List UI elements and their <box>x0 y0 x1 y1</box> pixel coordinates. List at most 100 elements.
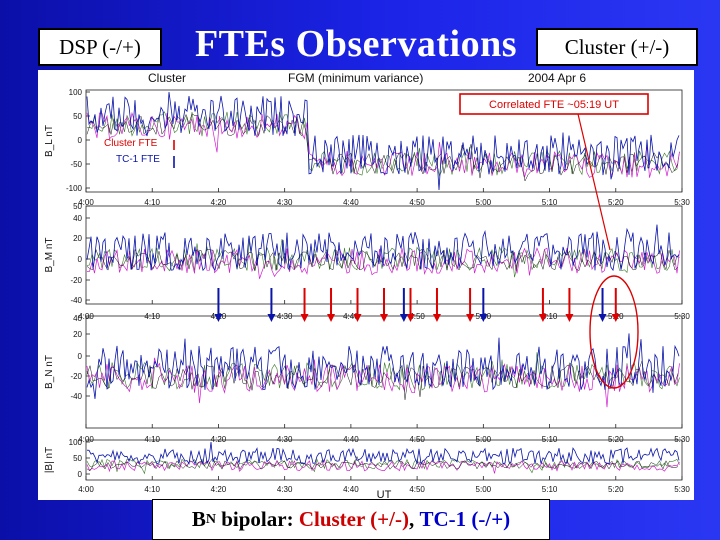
x-tick-label: 5:10 <box>542 435 558 444</box>
legend-tc1: TC-1 FTE <box>116 154 160 165</box>
x-tick-label: 4:30 <box>277 198 293 207</box>
panel-frame <box>85 439 683 481</box>
y-tick-label: 100 <box>69 88 83 97</box>
x-tick-label: 4:50 <box>409 435 425 444</box>
y-axis-label: |B| nT <box>44 447 55 473</box>
x-tick-label: 5:20 <box>608 485 624 494</box>
data-trace <box>86 91 680 191</box>
x-tick-label: 4:50 <box>409 198 425 207</box>
header-right: 2004 Apr 6 <box>528 71 586 85</box>
caption-bipolar: bipolar: <box>215 507 299 531</box>
x-tick-label: 4:10 <box>144 312 160 321</box>
cluster-fte-arrow-head <box>611 314 620 322</box>
y-tick-label: -100 <box>66 184 83 193</box>
correlated-fte-marker <box>589 275 639 389</box>
x-tick-label: 5:10 <box>542 312 558 321</box>
legend-cluster: Cluster FTE <box>104 138 158 149</box>
y-tick-label: 50 <box>73 202 82 211</box>
y-axis-label: B_N nT <box>44 355 55 389</box>
y-tick-label: 100 <box>69 438 83 447</box>
header-left: Cluster <box>148 71 186 85</box>
data-trace <box>86 458 680 474</box>
tc1-fte-arrow-head <box>399 314 408 322</box>
y-tick-label: 40 <box>73 214 82 223</box>
dsp-label-text: DSP (-/+) <box>59 34 141 59</box>
y-tick-label: 20 <box>73 330 82 339</box>
y-tick-label: 50 <box>73 112 82 121</box>
data-trace <box>86 441 680 465</box>
x-tick-label: 4:50 <box>409 312 425 321</box>
y-axis-label: B_M nT <box>44 237 55 272</box>
annotation-text: Correlated FTE ~05:19 UT <box>489 99 619 111</box>
y-tick-label: 40 <box>73 314 82 323</box>
data-trace <box>86 333 680 399</box>
caption-b: B <box>191 507 206 531</box>
y-tick-label: 0 <box>78 470 83 479</box>
x-tick-label: 5:10 <box>542 198 558 207</box>
x-tick-label: 4:40 <box>343 485 359 494</box>
x-tick-label: 4:30 <box>277 312 293 321</box>
x-tick-label: 5:00 <box>476 485 492 494</box>
annotation-box <box>459 93 649 115</box>
cluster-fte-arrow-head <box>466 314 475 322</box>
caption-sep: , <box>408 507 420 531</box>
x-axis-label: UT <box>377 489 392 500</box>
x-tick-label: 5:00 <box>476 435 492 444</box>
slide-title: FTEs Observations <box>194 23 518 65</box>
y-tick-label: 0 <box>78 136 83 145</box>
cluster-fte-arrow-head <box>327 314 336 322</box>
x-tick-label: 4:50 <box>409 485 425 494</box>
x-tick-label: 4:10 <box>144 435 160 444</box>
data-trace <box>86 111 680 178</box>
cluster-fte-arrow-head <box>432 314 441 322</box>
x-tick-label: 4:30 <box>277 435 293 444</box>
cluster-fte-arrow-head <box>538 314 547 322</box>
x-tick-label: 5:20 <box>608 435 624 444</box>
y-tick-label: -40 <box>70 392 82 401</box>
y-tick-label: -20 <box>70 372 82 381</box>
cluster-fte-arrow-head <box>380 314 388 322</box>
y-tick-label: 20 <box>73 234 82 243</box>
x-tick-label: 5:00 <box>476 198 492 207</box>
x-tick-label: 4:00 <box>78 485 94 494</box>
x-tick-label: 4:40 <box>343 312 359 321</box>
data-trace <box>86 224 680 272</box>
data-trace <box>86 113 679 182</box>
header-center: FGM (minimum variance) <box>288 71 423 85</box>
tc1-fte-arrow-head <box>598 314 607 322</box>
cluster-label-text: Cluster (+/-) <box>564 34 670 59</box>
y-tick-label: 0 <box>78 352 83 361</box>
x-tick-label: 5:10 <box>542 485 558 494</box>
x-tick-label: 5:30 <box>674 198 690 207</box>
tc1-fte-arrow-head <box>267 314 276 322</box>
data-trace <box>86 455 679 472</box>
y-tick-label: -40 <box>70 296 82 305</box>
x-tick-label: 5:30 <box>674 485 690 494</box>
caption-cluster: Cluster (+/-) <box>298 507 409 531</box>
tc1-fte-arrow-head <box>479 314 488 322</box>
y-tick-label: -20 <box>70 276 82 285</box>
cluster-fte-arrow-head <box>565 314 574 322</box>
caption-n: N <box>205 511 216 527</box>
fgm-figure: Cluster FGM (minimum variance) 2004 Apr 6 1… <box>38 70 694 500</box>
caption-tc1: TC-1 (-/+) <box>419 507 511 531</box>
fgm-plot: Cluster FGM (minimum variance) 2004 Apr 6 1… <box>44 71 690 500</box>
x-tick-label: 5:30 <box>674 435 690 444</box>
x-tick-label: 4:00 <box>78 198 94 207</box>
y-tick-label: 0 <box>78 255 83 264</box>
x-tick-label: 4:00 <box>78 435 94 444</box>
y-axis-label: B_L nT <box>44 125 55 157</box>
cluster-label: Cluster (+/-) <box>536 28 698 66</box>
cluster-fte-arrow-head <box>300 314 309 322</box>
panel-frame <box>85 89 683 193</box>
x-tick-label: 4:20 <box>211 435 227 444</box>
x-tick-label: 4:10 <box>144 485 160 494</box>
x-tick-label: 4:40 <box>343 435 359 444</box>
cluster-fte-arrow-head <box>353 314 362 322</box>
x-tick-label: 4:30 <box>277 485 293 494</box>
y-tick-label: -50 <box>70 160 82 169</box>
cluster-fte-arrow-head <box>406 314 415 322</box>
panel-frame <box>85 315 683 429</box>
tc1-fte-arrow-head <box>214 314 223 322</box>
